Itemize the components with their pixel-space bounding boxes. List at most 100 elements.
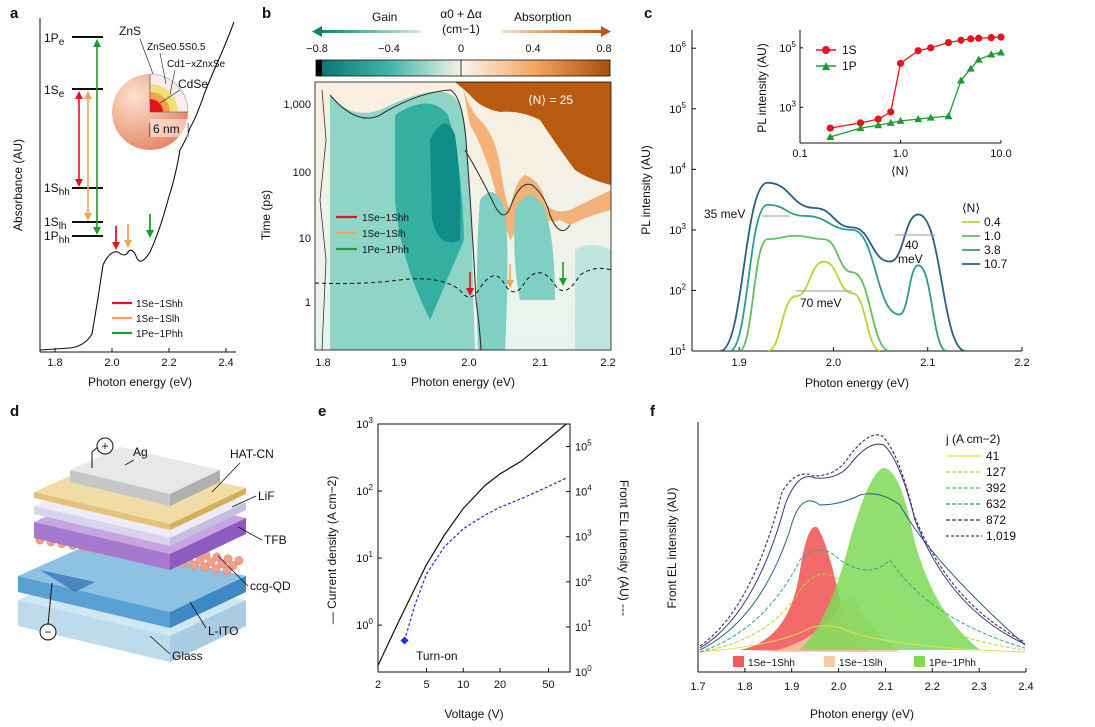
panel-a-xtick: 2.0 xyxy=(104,357,119,369)
marker-orange-arrow xyxy=(124,240,132,248)
pl-series-2 xyxy=(729,203,947,351)
inset-point-1p xyxy=(997,48,1005,56)
panel-label-b: b xyxy=(262,5,271,22)
panel-label-d: d xyxy=(10,403,19,420)
panel-label-c: c xyxy=(644,5,652,22)
label-ccgqd: ccg-QD xyxy=(250,579,291,593)
b-marker-green xyxy=(559,278,567,286)
inset-point-1s xyxy=(927,44,935,52)
b-marker-red xyxy=(466,288,474,296)
panel-b: α0 + Δα (cm−1) Gain Absorption −0.8 −0.4… xyxy=(259,7,616,389)
panel-a-xlabel: Photon energy (eV) xyxy=(88,375,192,389)
panel-a-ylabel: Absorbance (AU) xyxy=(11,139,25,231)
panel-f-xtick: 1.7 xyxy=(690,681,705,693)
inset-point-1p xyxy=(974,55,983,63)
quantum-dot-schematic: 6 nm ZnS ZnSe0.5S0.5 Cd1−xZnxSe CdSe xyxy=(112,24,226,150)
panel-e-frame xyxy=(377,423,571,673)
panel-e-xtick: 2 xyxy=(375,679,381,691)
panel-e-ytick-right: 101 xyxy=(575,619,592,634)
heatmap xyxy=(315,82,611,350)
legend-b-3: 1Pe−1Phh xyxy=(362,245,409,256)
legend-f-6: 1,019 xyxy=(986,529,1016,543)
panel-b-frame xyxy=(314,81,612,351)
panel-f-ylabel: Front EL intensity (AU) xyxy=(665,488,679,609)
panel-e-ytick-right: 100 xyxy=(575,664,592,679)
turn-on-label: Turn-on xyxy=(416,649,458,663)
panel-c-ytick: 104 xyxy=(669,161,686,176)
legend-f-2: 127 xyxy=(986,465,1006,479)
qd-dot xyxy=(189,560,199,570)
colorbar-tick: 0.8 xyxy=(596,43,611,55)
n-label: ⟨N⟩ = 25 xyxy=(528,93,573,107)
inset-ytick: 103 xyxy=(779,99,796,114)
inset-point-1s xyxy=(967,35,975,43)
panel-label-f: f xyxy=(650,403,656,420)
annot-35mev: 35 meV xyxy=(704,207,745,221)
inset-xtick: 1.0 xyxy=(893,148,908,160)
el-intensity-line xyxy=(403,477,567,641)
inset-point-1s xyxy=(957,36,965,44)
qd-dot xyxy=(195,555,205,565)
inset-series xyxy=(826,33,1005,141)
panel-f-xtick: 2.3 xyxy=(971,681,986,693)
panel-c-xtick: 2.1 xyxy=(920,357,935,369)
qd-dot xyxy=(234,556,244,566)
panel-b-ytick: 100 xyxy=(293,167,311,179)
marker-green-arrow xyxy=(146,230,154,238)
panel-e-ytick-right: 102 xyxy=(575,574,592,589)
gain-arrow xyxy=(320,30,420,33)
panel-e-series xyxy=(377,423,567,666)
panel-e-ytick-right: 105 xyxy=(575,439,592,454)
label-hatcn: HAT-CN xyxy=(230,447,274,461)
panel-b-xtick: 1.9 xyxy=(391,357,406,369)
pl-series-3 xyxy=(719,181,966,351)
qd-dot xyxy=(228,561,238,571)
label-glass: Glass xyxy=(172,649,203,663)
inset-point-1p xyxy=(944,112,953,120)
colorbar-unit: (cm−1) xyxy=(442,22,480,36)
inset-legend-1p: 1P xyxy=(842,59,857,73)
panel-f-xtick: 2.1 xyxy=(878,681,893,693)
absorbance-curve xyxy=(39,21,235,351)
layer-litho xyxy=(18,542,246,628)
panel-b-ytick: 1 xyxy=(305,297,311,309)
panel-f-legend: j (A cm−2) 41 127 392 632 872 1,019 xyxy=(945,432,1016,543)
dashed-threshold-curve xyxy=(315,267,611,298)
panel-c-ylabel: PL intensity (AU) xyxy=(639,145,653,235)
pl-series-1 xyxy=(738,234,891,351)
level-label-1Slh: 1Slh xyxy=(44,215,66,232)
panel-c-xtick: 2.0 xyxy=(826,357,841,369)
panel-b-ytick: 10 xyxy=(299,233,311,245)
inset-point-1p xyxy=(914,115,923,123)
level-label-1Se: 1Se xyxy=(44,83,65,100)
colorbar-ticks: −0.8 −0.4 0 0.4 0.8 xyxy=(306,43,612,55)
colorbar-title: α0 + Δα xyxy=(440,7,482,21)
legend-b-1: 1Se−1Shh xyxy=(362,213,409,224)
legend-c-4: 10.7 xyxy=(984,257,1008,271)
colorbar-tick: 0 xyxy=(458,43,464,55)
panel-c-ytick: 106 xyxy=(669,40,686,55)
legend-a-3: 1Pe−1Phh xyxy=(136,329,183,340)
panel-e-ylabel-left: — Current density (A cm−2) xyxy=(325,476,339,624)
fill-legend-3: 1Pe−1Phh xyxy=(929,658,976,669)
panel-c-ytick: 105 xyxy=(669,101,686,116)
legend-a-2: 1Se−1Slh xyxy=(136,314,180,325)
inset-point-1s xyxy=(874,115,882,123)
label-lif: LiF xyxy=(258,489,275,503)
legend-c-2: 1.0 xyxy=(984,229,1001,243)
fill-legend-2: 1Se−1Slh xyxy=(839,658,883,669)
minus-terminal xyxy=(39,623,57,641)
qd-dot xyxy=(212,552,222,562)
panel-e-ytick-left: 100 xyxy=(356,617,373,632)
panel-d: + − Ag HAT-CN LiF TFB ccg-QD L-ITO Glass xyxy=(18,437,291,663)
panel-f-xtick: 2.4 xyxy=(1018,681,1033,693)
colorbar-tick: −0.8 xyxy=(306,43,328,55)
colorbar-tick: 0.4 xyxy=(525,43,540,55)
inset-point-1p xyxy=(966,64,975,72)
legend-f-1: 41 xyxy=(986,449,1000,463)
legend-f-4: 632 xyxy=(986,497,1006,511)
level-label-1Shh: 1Shh xyxy=(44,181,70,198)
inset-point-1s xyxy=(887,108,895,116)
inset-point-1p xyxy=(896,116,905,124)
qd-dot xyxy=(206,557,216,567)
